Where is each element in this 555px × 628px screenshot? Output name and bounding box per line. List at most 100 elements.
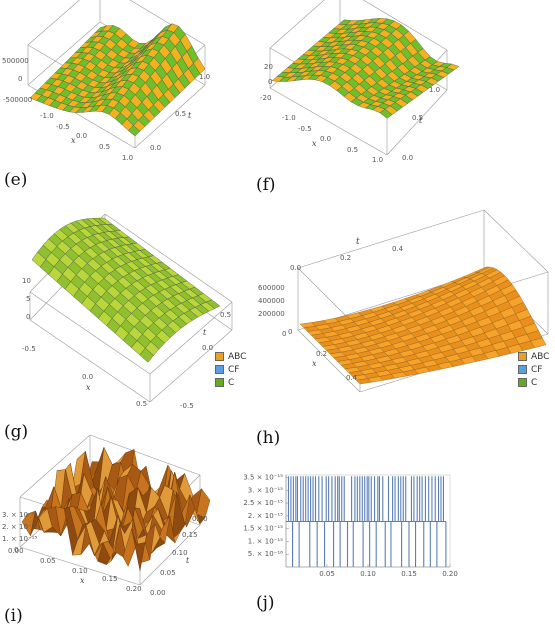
t-tick: 0.2	[340, 254, 351, 262]
t-axis-label: t	[203, 328, 207, 337]
x-tick: 0	[282, 330, 286, 338]
x-tick: 0.2	[316, 350, 327, 358]
legend-item-c: C	[215, 376, 246, 389]
t-axis-label: t	[188, 111, 192, 120]
box-edge	[134, 84, 206, 149]
t-tick: 0.5	[412, 114, 423, 122]
surface-patch	[139, 347, 154, 363]
panel-h: t 0.4 0.2 0.0 600000 400000 200000 0 0 0…	[252, 209, 555, 422]
box-edge	[104, 213, 233, 303]
z-tick: 10	[22, 277, 31, 285]
caption-i: (i)	[4, 606, 23, 626]
x-tick: 0.0	[82, 373, 93, 381]
y-tick-label: 3. × 10⁻¹⁵	[248, 486, 283, 494]
legend-h: ABC CF C	[518, 350, 549, 389]
surface-patch	[128, 125, 141, 137]
panel-g: 10 5 0 -0.5 0.0 x 0.5 0.5 t 0.0 -0.5 ABC…	[0, 213, 252, 420]
legend-label: ABC	[228, 351, 247, 362]
surface-plot-i: 3. × 10⁻¹⁵ 2. × 10⁻¹⁵ 1. × 10⁻¹⁵ 0 0.00 …	[2, 434, 211, 597]
t-tick: 0.05	[160, 569, 176, 577]
legend-item-abc: ABC	[215, 350, 246, 363]
z-tick: 3. × 10⁻¹⁵	[2, 511, 37, 519]
t-tick: 0.00	[150, 589, 166, 597]
box-edge	[129, 0, 206, 46]
panel-e: 500000 0 -500000 -1.0 -0.5 0.0 0.5 1.0 x…	[0, 0, 250, 168]
x-tick: 0.5	[347, 146, 358, 154]
legend-swatch	[215, 352, 224, 361]
surface-patch	[379, 109, 393, 119]
surface-plot-e: 500000 0 -500000 -1.0 -0.5 0.0 0.5 1.0 x…	[2, 0, 210, 162]
x-tick-label: 0.05	[319, 570, 335, 578]
z-tick: -500000	[3, 96, 32, 104]
box-edge	[386, 89, 448, 156]
x-tick: 0.0	[76, 132, 87, 140]
box-edge	[362, 0, 448, 51]
t-axis-label: t	[419, 116, 423, 125]
surface-plot-g: 10 5 0 -0.5 0.0 x 0.5 0.5 t 0.0 -0.5	[22, 213, 233, 410]
x-tick-label: 0.15	[401, 570, 417, 578]
panel-i: 3. × 10⁻¹⁵ 2. × 10⁻¹⁵ 1. × 10⁻¹⁵ 0 0.00 …	[0, 434, 211, 605]
x-tick: 0.10	[72, 567, 88, 575]
box-edge	[27, 0, 80, 46]
t-tick: 0.4	[392, 245, 404, 253]
x-tick: 0.15	[102, 575, 118, 583]
x-tick: 1.0	[372, 156, 383, 164]
legend-swatch	[518, 365, 527, 374]
legend-item-c: C	[518, 376, 549, 389]
z-tick: 2. × 10⁻¹⁵	[2, 523, 37, 531]
panel-f: 20 0 -20 -1.0 -0.5 0.0 0.5 1.0 x 0.0 0.5…	[252, 0, 460, 172]
box-edge	[29, 319, 151, 403]
legend-item-cf: CF	[518, 363, 549, 376]
legend-swatch	[518, 352, 527, 361]
x-tick-label: 0.10	[360, 570, 376, 578]
x-axis-label: x	[86, 383, 91, 392]
box-edge	[29, 291, 151, 375]
surface-plot-h: t 0.4 0.2 0.0 600000 400000 200000 0 0 0…	[258, 209, 549, 393]
box-edge	[149, 329, 233, 403]
z-tick: 400000	[258, 297, 285, 305]
box-edge	[483, 209, 549, 273]
box-edge	[139, 524, 201, 586]
t-tick: 1.0	[199, 73, 210, 81]
panel-j: 3.5 × 10⁻¹⁵ 3. × 10⁻¹⁵ 2.5 × 10⁻¹⁵ 2. × 10⁻…	[240, 465, 458, 585]
t-tick: 0.0	[402, 154, 413, 162]
z-tick: 1. × 10⁻¹⁵	[2, 535, 37, 543]
legend-label: ABC	[531, 351, 550, 362]
x-tick: 1.0	[122, 154, 133, 162]
x-tick: 0.0	[320, 135, 331, 143]
t-tick: -0.5	[180, 402, 194, 410]
t-tick: 0.20	[192, 515, 208, 523]
t-tick: 0.15	[182, 531, 198, 539]
box-edge	[149, 301, 233, 375]
x-tick: 0.5	[136, 400, 147, 408]
x-axis-label: x	[71, 136, 76, 145]
legend-label: C	[228, 377, 235, 388]
t-tick: 0.10	[172, 549, 188, 557]
surface-plot-f: 20 0 -20 -1.0 -0.5 0.0 0.5 1.0 x 0.0 0.5…	[260, 0, 460, 164]
caption-h: (h)	[256, 428, 281, 448]
t-tick: 0.0	[290, 264, 301, 272]
bar-chart-j: 3.5 × 10⁻¹⁵ 3. × 10⁻¹⁵ 2.5 × 10⁻¹⁵ 2. × 10⁻…	[243, 474, 458, 578]
caption-j: (j)	[256, 593, 275, 613]
box-edge	[269, 87, 388, 156]
x-axis-label: x	[80, 576, 85, 585]
box-edge	[19, 434, 91, 498]
x-tick-label: 0.20	[442, 570, 458, 578]
z-tick: 0	[18, 75, 22, 83]
z-tick: -20	[260, 94, 271, 102]
z-tick: 0	[268, 78, 272, 86]
y-tick-label: 5. × 10⁻¹⁶	[248, 550, 283, 558]
x-tick: 0.20	[126, 585, 142, 593]
caption-f: (f)	[256, 175, 276, 195]
x-tick: -0.5	[22, 345, 36, 353]
t-axis-label: t	[356, 237, 360, 247]
t-tick: 0.0	[202, 344, 213, 352]
surface-patch	[355, 378, 372, 385]
box-edge	[269, 0, 325, 49]
box-edge	[19, 546, 141, 586]
t-axis-label: t	[186, 556, 190, 565]
legend-swatch	[518, 378, 527, 387]
caption-g: (g)	[4, 422, 29, 442]
box-edge	[89, 434, 201, 476]
z-tick: 600000	[258, 284, 285, 292]
